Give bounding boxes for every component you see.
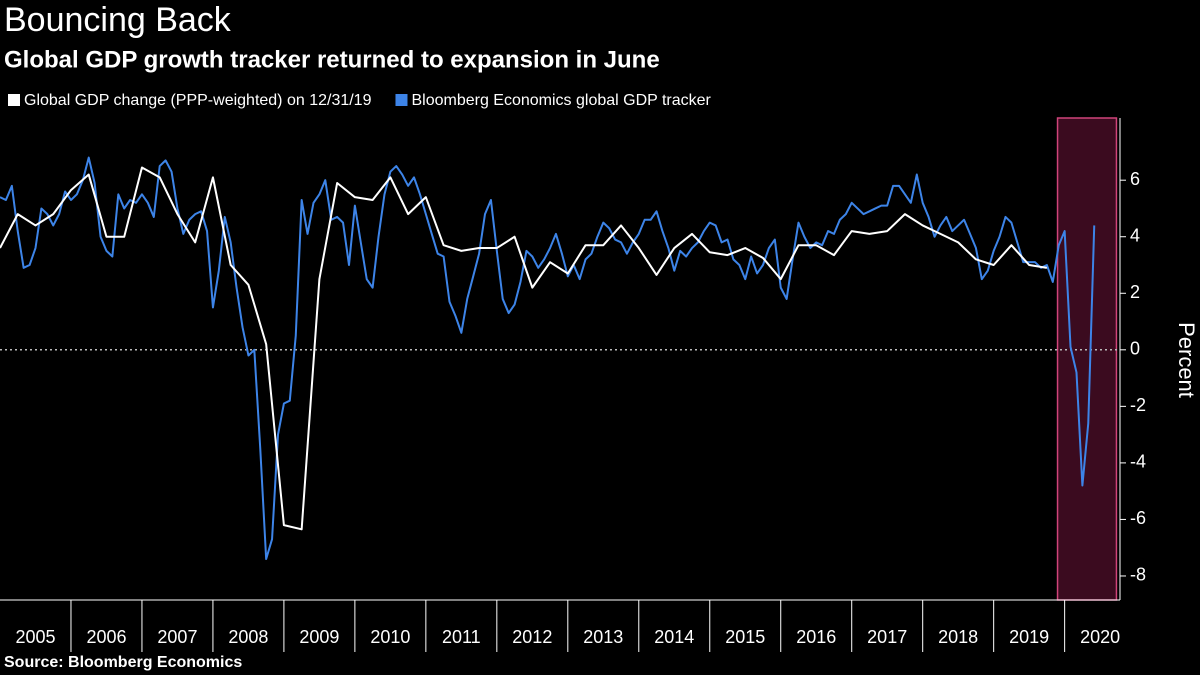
x-tick-label: 2009 [299, 627, 339, 647]
series-line [0, 166, 1048, 531]
x-tick-label: 2011 [442, 627, 481, 647]
x-tick-label: 2018 [938, 627, 978, 647]
legend-swatch [8, 94, 20, 106]
x-tick-label: 2012 [512, 627, 552, 647]
y-tick-label: 0 [1130, 339, 1140, 359]
x-tick-label: 2005 [15, 627, 55, 647]
series-line [0, 156, 1096, 561]
source: Source: Bloomberg Economics [4, 654, 242, 671]
y-tick-label: -2 [1130, 395, 1146, 415]
x-tick-label: 2014 [654, 627, 694, 647]
y-tick-label: -4 [1130, 452, 1146, 472]
x-tick-label: 2007 [157, 627, 197, 647]
legend-swatch [395, 94, 408, 106]
x-tick-label: 2017 [867, 627, 907, 647]
highlight-band [1056, 117, 1118, 601]
x-tick-label: 2013 [583, 627, 623, 647]
x-tick-label: 2006 [86, 627, 126, 647]
y-tick-label: 4 [1130, 225, 1140, 245]
y-tick-label: -8 [1130, 565, 1146, 585]
chart-title: Bouncing Back [4, 1, 232, 39]
x-tick-label: 2008 [228, 627, 268, 647]
y-tick-label: -6 [1130, 508, 1146, 528]
x-tick-label: 2010 [370, 627, 410, 647]
x-tick-label: 2019 [1009, 627, 1049, 647]
legend-label: Global GDP change (PPP-weighted) on 12/3… [24, 92, 372, 109]
legend-label: Bloomberg Economics global GDP tracker [411, 92, 711, 109]
x-tick-label: 2015 [725, 627, 765, 647]
y-axis-label: Percent [1174, 322, 1199, 398]
x-tick-label: 2016 [796, 627, 836, 647]
x-tick-label: 2020 [1080, 627, 1120, 647]
y-tick-label: 6 [1130, 169, 1140, 189]
y-tick-label: 2 [1130, 282, 1140, 302]
chart-subtitle: Global GDP growth tracker returned to ex… [4, 46, 660, 73]
